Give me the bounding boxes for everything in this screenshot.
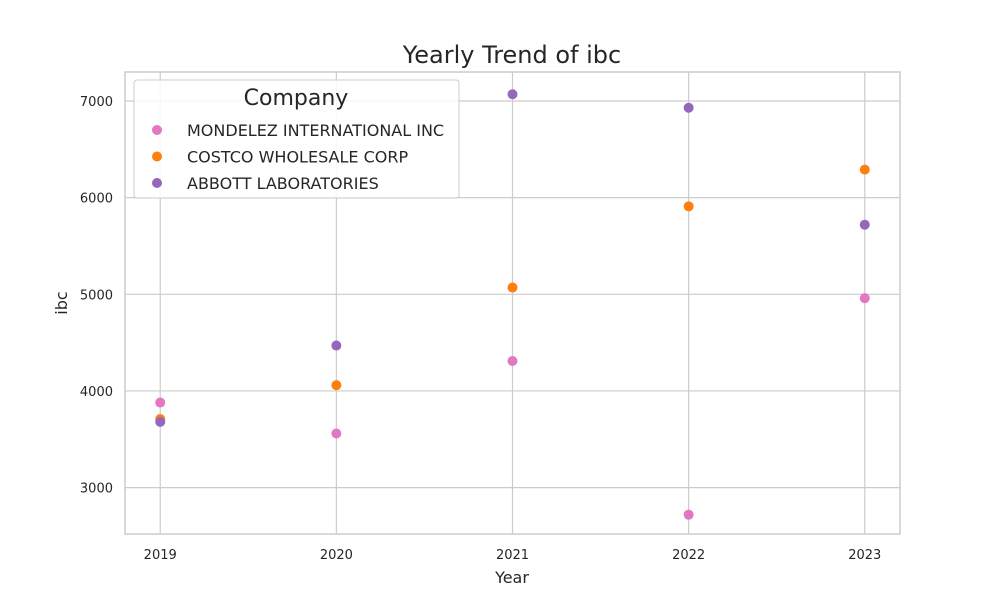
data-point-mondelez-international-inc: [507, 355, 518, 366]
chart-title: Yearly Trend of ibc: [402, 41, 621, 69]
x-tick-label: 2022: [672, 548, 705, 563]
legend-marker: [152, 151, 162, 162]
y-axis-ticks: 3000 4000 5000 6000 7000: [80, 95, 113, 497]
x-tick-label: 2020: [320, 548, 353, 563]
data-point-costco-wholesale-corp: [859, 164, 870, 175]
x-tick-label: 2023: [848, 548, 881, 563]
data-point-mondelez-international-inc: [155, 397, 166, 408]
y-tick-label: 6000: [80, 192, 113, 207]
y-axis-label: ibc: [52, 291, 71, 314]
data-points: [155, 89, 870, 520]
data-point-costco-wholesale-corp: [507, 282, 518, 293]
plot-frame: [124, 71, 901, 535]
data-point-mondelez-international-inc: [331, 428, 342, 439]
legend-title: Company: [244, 86, 349, 111]
y-tick-label: 3000: [80, 482, 113, 497]
legend: Company MONDELEZ INTERNATIONAL INC COSTCO…: [133, 79, 460, 199]
y-tick-label: 5000: [80, 288, 113, 303]
data-point-abbott-laboratories: [331, 340, 342, 351]
x-axis-label: Year: [494, 568, 529, 587]
legend-label: ABBOTT LABORATORIES: [187, 174, 379, 193]
legend-marker: [152, 178, 162, 188]
y-tick-label: 4000: [80, 385, 113, 400]
x-tick-label: 2021: [496, 548, 529, 563]
data-point-abbott-laboratories: [507, 89, 518, 100]
legend-items: MONDELEZ INTERNATIONAL INC COSTCO WHOLESA…: [152, 121, 444, 193]
legend-box: [133, 79, 460, 199]
legend-marker: [152, 125, 162, 135]
legend-label: MONDELEZ INTERNATIONAL INC: [187, 121, 444, 140]
data-point-mondelez-international-inc: [683, 509, 694, 520]
data-point-costco-wholesale-corp: [331, 380, 342, 391]
data-point-costco-wholesale-corp: [683, 201, 694, 212]
x-axis-ticks: 2019 2020 2021 2022 2023: [144, 548, 882, 563]
y-tick-label: 7000: [80, 95, 113, 110]
data-point-abbott-laboratories: [155, 416, 166, 427]
x-tick-label: 2019: [144, 548, 177, 563]
data-point-abbott-laboratories: [859, 219, 870, 230]
legend-label: COSTCO WHOLESALE CORP: [187, 148, 408, 167]
data-point-abbott-laboratories: [683, 102, 694, 113]
data-point-mondelez-international-inc: [859, 293, 870, 304]
